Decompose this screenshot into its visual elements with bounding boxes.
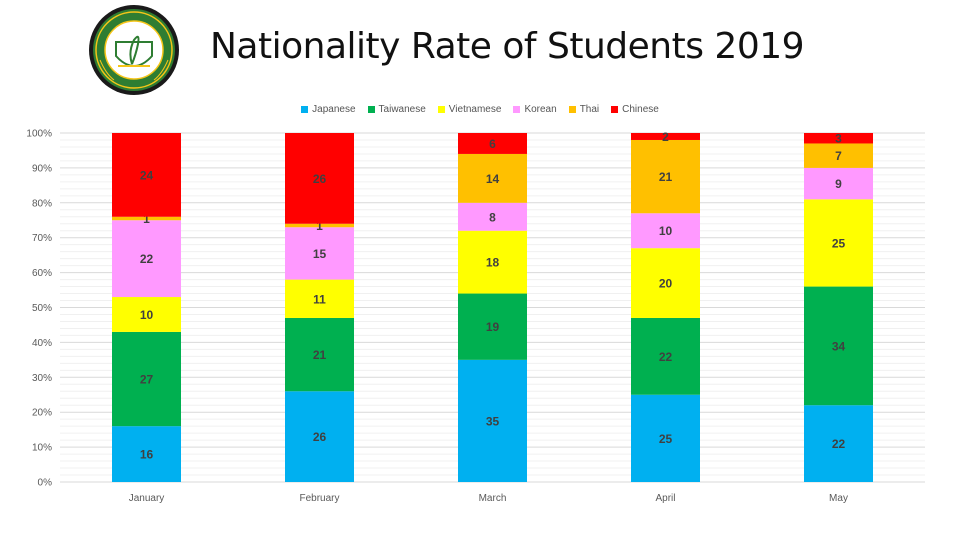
legend-label: Vietnamese [448,104,502,115]
bar-segment [458,153,527,203]
legend-item: Japanese [301,104,356,115]
y-tick-label: 30% [32,373,52,384]
legend-swatch [437,106,445,113]
data-label: 27 [140,373,154,387]
bar-segment [631,248,700,318]
legend-item: Chinese [611,104,659,115]
data-label: 10 [659,224,673,238]
data-label: 2 [662,130,669,144]
legend-label: Thai [579,104,600,115]
x-tick-label: January [129,493,165,504]
bar-segment [285,317,354,392]
data-label: 26 [313,430,327,444]
data-label: 15 [313,247,327,261]
y-tick-label: 40% [32,338,52,349]
bar-segment [112,331,181,427]
legend-swatch [367,106,375,113]
y-tick-label: 20% [32,408,52,419]
bar-segment [804,286,873,406]
data-label: 22 [140,252,154,266]
data-label: 25 [832,236,846,250]
bar-segment [112,297,181,332]
bar-segment [631,133,700,140]
data-label: 18 [486,256,500,270]
y-tick-label: 10% [32,443,52,454]
legend-swatch [568,106,576,113]
bar-segment [804,199,873,287]
data-label: 9 [835,177,842,191]
bar-segment [458,230,527,294]
bar-segment [112,133,181,217]
y-tick-label: 80% [32,198,52,209]
bar-segment [804,167,873,200]
data-label: 1 [143,212,150,226]
legend-item: Korean [513,104,557,115]
legend-swatch [611,106,619,113]
bar-segment [631,213,700,249]
bar-segment [112,216,181,221]
data-label: 16 [140,448,154,462]
y-tick-label: 100% [26,129,52,140]
legend-label: Japanese [312,104,356,115]
x-tick-label: April [655,493,675,504]
bar-segment [458,293,527,360]
slide-title: Nationality Rate of Students 2019 [210,26,805,67]
school-seal-logo [89,5,179,95]
data-label: 35 [486,414,500,428]
x-tick-label: March [479,493,507,504]
legend-item: Taiwanese [367,104,426,115]
data-label: 1 [316,219,323,233]
bar-segment [631,139,700,214]
data-label: 22 [659,350,673,364]
bar-segment [631,394,700,482]
data-label: 21 [659,170,673,184]
x-tick-label: May [829,493,848,504]
data-label: 25 [659,432,673,446]
data-label: 26 [313,172,327,186]
legend-item: Vietnamese [437,104,502,115]
bar-segment [458,133,527,154]
bar-segment [804,143,873,168]
y-tick-label: 90% [32,163,52,174]
legend-label: Chinese [622,104,659,115]
data-label: 3 [835,132,842,146]
data-label: 19 [486,320,500,334]
bar-segment [804,133,873,144]
data-label: 34 [832,339,846,353]
bar-segment [112,220,181,298]
x-tick-label: February [299,493,339,504]
bar-segment [112,426,181,482]
bar-segment [631,317,700,395]
bar-segment [458,359,527,482]
y-tick-label: 50% [32,303,52,314]
data-label: 20 [659,277,673,291]
data-label: 22 [832,437,846,451]
data-label: 21 [313,348,327,362]
legend-swatch [301,106,309,113]
chart-legend: Japanese Taiwanese Vietnamese Korean Thai Chi… [0,104,960,115]
y-tick-label: 60% [32,268,52,279]
data-label: 7 [835,149,842,163]
data-label: 11 [313,292,326,306]
legend-item: Thai [568,104,600,115]
y-tick-label: 0% [38,478,53,489]
y-tick-label: 70% [32,233,52,244]
data-label: 10 [140,308,154,322]
legend-swatch [513,106,521,113]
bar-segment [804,405,873,482]
bar-segment [285,223,354,228]
bar-segment [285,391,354,482]
data-label: 14 [486,172,500,186]
legend-label: Taiwanese [378,104,426,115]
bar-segment [285,133,354,224]
bar-segment [458,202,527,231]
legend-label: Korean [524,104,557,115]
data-label: 8 [489,210,496,224]
bar-segment [285,279,354,318]
bar-segment [285,227,354,280]
data-label: 6 [489,137,496,151]
data-label: 24 [140,168,154,182]
